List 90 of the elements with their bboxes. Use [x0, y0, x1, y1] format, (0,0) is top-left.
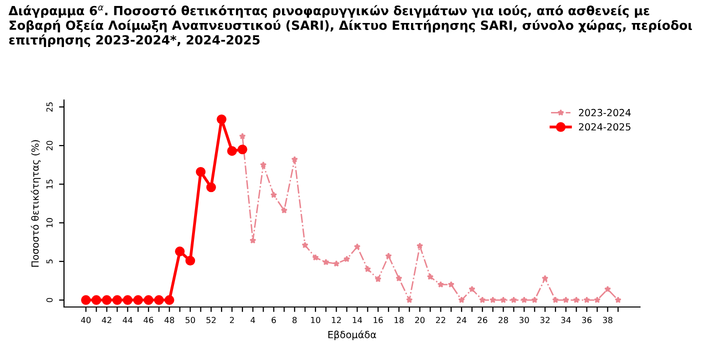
x-tick-label: 40: [81, 316, 91, 324]
point: [185, 256, 196, 266]
point: [354, 243, 361, 250]
point: [426, 273, 434, 280]
x-axis-title: Εβδομάδα: [328, 330, 376, 340]
point: [604, 286, 611, 292]
point: [333, 260, 340, 267]
x-tick-label: 42: [102, 316, 112, 324]
x-tick-label: 48: [164, 316, 174, 324]
x-tick-label: 4: [250, 316, 256, 324]
x-tick-label: 2: [230, 316, 234, 324]
point: [91, 295, 102, 305]
point: [448, 281, 454, 288]
point: [500, 296, 507, 303]
point: [552, 296, 559, 303]
point: [562, 296, 570, 303]
y-tick-label: 0: [46, 298, 53, 302]
point: [322, 258, 330, 266]
point: [239, 132, 246, 140]
point: [510, 296, 518, 303]
point: [302, 242, 308, 248]
point: [614, 296, 622, 303]
point: [364, 266, 371, 272]
x-tick-label: 24: [456, 316, 466, 324]
y-tick-label: 5: [46, 260, 53, 264]
x-tick-label: 50: [186, 316, 196, 324]
point: [416, 242, 424, 249]
x-tick-label: 10: [311, 316, 320, 324]
x-tick-label: 18: [394, 316, 404, 324]
point: [343, 256, 350, 262]
legend-label: 2024-2025: [578, 123, 630, 131]
point: [437, 281, 444, 288]
x-tick-label: 28: [498, 316, 508, 324]
y-axis-title: Ποσοστό θετικότητας (%): [30, 140, 41, 267]
x-tick-label: 14: [352, 316, 362, 324]
point: [164, 295, 174, 305]
point: [468, 286, 476, 292]
point: [102, 295, 112, 305]
point: [458, 296, 465, 303]
point: [112, 295, 122, 305]
point: [216, 114, 226, 124]
point: [238, 144, 248, 154]
x-tick-label: 22: [436, 316, 446, 324]
x-tick-label: 12: [332, 316, 341, 324]
x-tick-label: 30: [520, 316, 529, 324]
point: [542, 274, 548, 282]
x-tick-label: 26: [478, 316, 488, 324]
x-tick-label: 16: [374, 316, 383, 324]
point: [406, 296, 413, 303]
point: [312, 254, 319, 261]
y-tick-label: 25: [46, 102, 53, 112]
x-tick-label: 6: [272, 316, 276, 324]
x-tick-label: 46: [144, 316, 154, 324]
point: [280, 206, 288, 214]
x-tick-label: 36: [582, 316, 592, 324]
point: [144, 295, 154, 305]
point: [479, 296, 486, 303]
point: [385, 252, 392, 259]
point: [490, 296, 496, 303]
point: [270, 192, 278, 198]
point: [174, 246, 185, 256]
point: [520, 296, 528, 303]
point: [396, 274, 402, 282]
legend-label: 2023-2024: [578, 108, 631, 116]
point: [374, 276, 382, 282]
chart-title: Διάγραμμα 6$^{α}$. Ποσοστό θετικότητας ρινοφαρυγγικών δειγμάτων για ιούς, από ασθενείς με Σοβαρή Οξεία Λοίμωξη Αναπνευστικού (SARI), Δίκτυο Επιτήρησης SARI, σύνολο χώρας, περίοδοι επιτήρησης 2023-2024*, 2024-2025: [8, 5, 692, 47]
y-tick-label: 10: [46, 218, 53, 228]
point: [133, 295, 143, 305]
point: [594, 296, 601, 303]
x-tick-label: 52: [206, 316, 216, 324]
x-tick-label: 34: [561, 316, 571, 324]
x-tick-label: 44: [122, 316, 132, 324]
x-tick-label: 32: [540, 316, 550, 324]
point: [291, 156, 298, 162]
x-tick-label: 38: [602, 316, 612, 324]
point: [573, 296, 580, 303]
point: [250, 237, 256, 244]
y-tick-label: 20: [46, 140, 53, 150]
point: [260, 161, 267, 168]
point: [206, 182, 216, 192]
point: [227, 146, 237, 156]
x-tick-label: 20: [415, 316, 425, 324]
y-tick-label: 15: [46, 180, 53, 189]
point: [531, 296, 538, 303]
point: [154, 295, 164, 305]
point: [196, 166, 206, 177]
x-tick-label: 8: [292, 316, 297, 324]
point: [81, 295, 91, 305]
point: [122, 295, 133, 305]
point: [583, 296, 590, 303]
